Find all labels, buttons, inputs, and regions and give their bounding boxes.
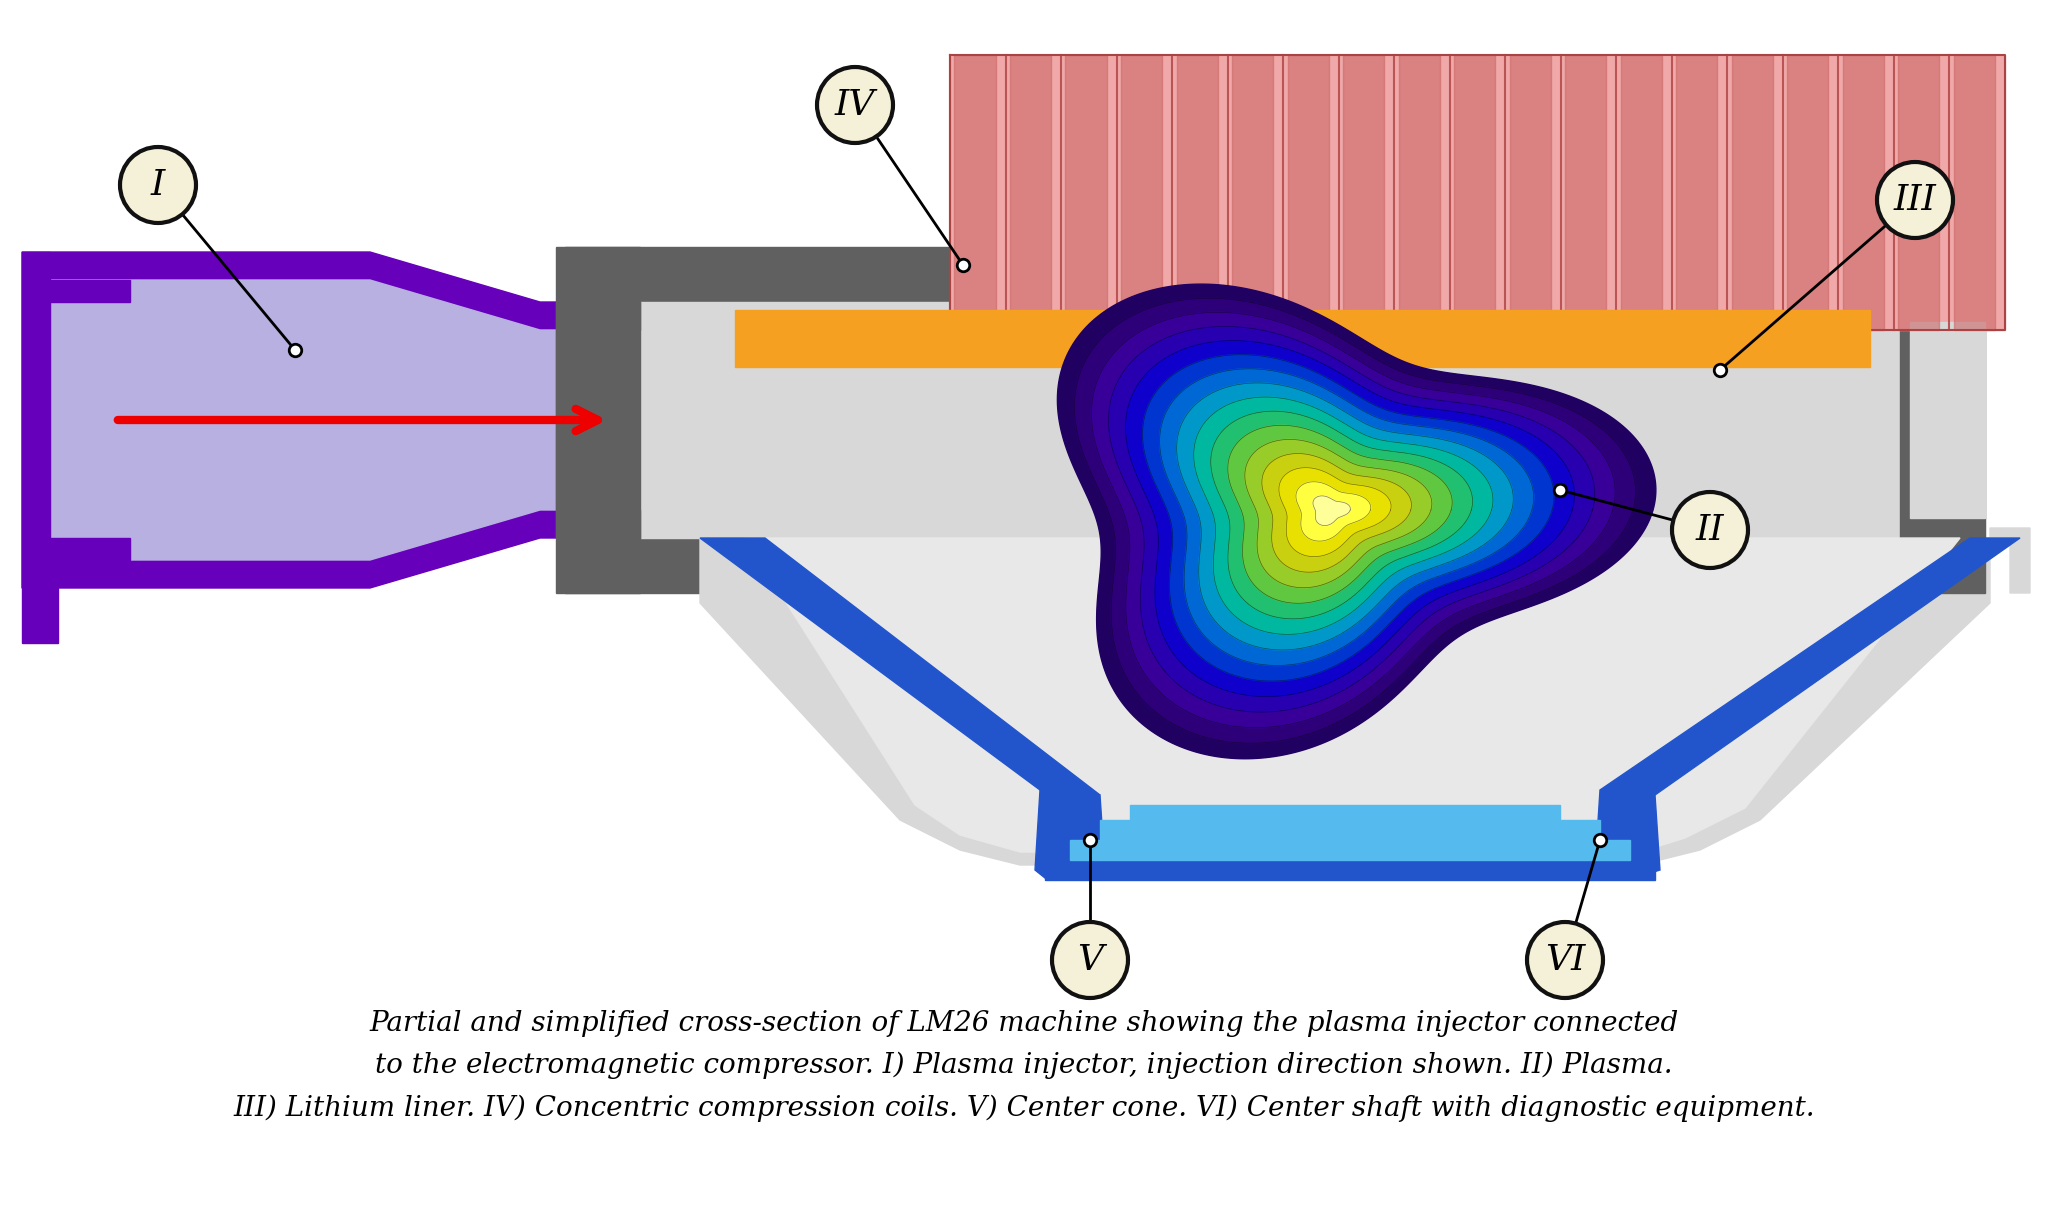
- Polygon shape: [1069, 839, 1630, 860]
- Polygon shape: [1245, 440, 1432, 587]
- Polygon shape: [1143, 355, 1554, 681]
- Polygon shape: [1296, 482, 1370, 541]
- Polygon shape: [565, 247, 1985, 302]
- Polygon shape: [1233, 55, 1274, 331]
- Polygon shape: [1100, 820, 1599, 839]
- Polygon shape: [1034, 790, 1106, 880]
- Polygon shape: [23, 587, 57, 643]
- Polygon shape: [1901, 247, 1985, 594]
- Polygon shape: [49, 280, 129, 302]
- Circle shape: [1671, 492, 1749, 568]
- Polygon shape: [1898, 55, 1939, 331]
- Polygon shape: [1126, 340, 1575, 697]
- Text: V: V: [1077, 943, 1104, 977]
- Polygon shape: [1010, 55, 1051, 331]
- Polygon shape: [555, 302, 639, 538]
- Polygon shape: [950, 55, 2005, 331]
- Polygon shape: [1399, 55, 1440, 331]
- Polygon shape: [1788, 55, 1829, 331]
- Polygon shape: [1227, 425, 1452, 603]
- Polygon shape: [1313, 495, 1350, 526]
- Polygon shape: [1454, 55, 1495, 331]
- Polygon shape: [1843, 55, 1884, 331]
- Circle shape: [1878, 162, 1954, 238]
- Polygon shape: [1130, 805, 1561, 820]
- Polygon shape: [1194, 397, 1493, 634]
- Polygon shape: [954, 55, 995, 331]
- Polygon shape: [23, 252, 49, 587]
- Polygon shape: [565, 302, 1985, 538]
- Circle shape: [1053, 922, 1128, 998]
- Polygon shape: [1262, 454, 1411, 573]
- Polygon shape: [1733, 55, 1774, 331]
- Text: III: III: [1894, 183, 1935, 218]
- Polygon shape: [735, 310, 1870, 367]
- Polygon shape: [1210, 412, 1473, 619]
- Polygon shape: [49, 280, 639, 560]
- Text: IV: IV: [836, 88, 874, 122]
- Polygon shape: [1044, 860, 1655, 880]
- Polygon shape: [1057, 284, 1657, 758]
- Polygon shape: [1343, 55, 1384, 331]
- Polygon shape: [745, 538, 1960, 852]
- Polygon shape: [1509, 55, 1550, 331]
- Polygon shape: [1075, 299, 1636, 744]
- Polygon shape: [23, 252, 639, 587]
- Polygon shape: [1120, 55, 1161, 331]
- Polygon shape: [1278, 468, 1391, 557]
- Polygon shape: [1599, 538, 2019, 795]
- Polygon shape: [1954, 55, 1995, 331]
- Polygon shape: [49, 538, 129, 560]
- Circle shape: [121, 147, 197, 222]
- Polygon shape: [1176, 55, 1219, 331]
- Polygon shape: [1159, 369, 1534, 665]
- Polygon shape: [1178, 383, 1513, 650]
- Polygon shape: [565, 538, 1985, 594]
- Polygon shape: [1065, 55, 1106, 331]
- Polygon shape: [700, 538, 1100, 795]
- Text: Partial and simplified cross-section of LM26 machine showing the plasma injector: Partial and simplified cross-section of …: [233, 1010, 1815, 1122]
- Polygon shape: [1108, 327, 1595, 712]
- Circle shape: [1528, 922, 1604, 998]
- Polygon shape: [1288, 55, 1329, 331]
- Polygon shape: [1595, 790, 1661, 878]
- Polygon shape: [555, 247, 639, 594]
- Polygon shape: [1911, 322, 1985, 517]
- Circle shape: [817, 68, 893, 143]
- Polygon shape: [1620, 55, 1661, 331]
- Polygon shape: [1092, 312, 1616, 728]
- Text: II: II: [1696, 512, 1724, 547]
- Text: I: I: [152, 168, 166, 202]
- Polygon shape: [1675, 55, 1718, 331]
- Polygon shape: [1565, 55, 1606, 331]
- Text: VI: VI: [1544, 943, 1585, 977]
- Polygon shape: [700, 528, 2030, 865]
